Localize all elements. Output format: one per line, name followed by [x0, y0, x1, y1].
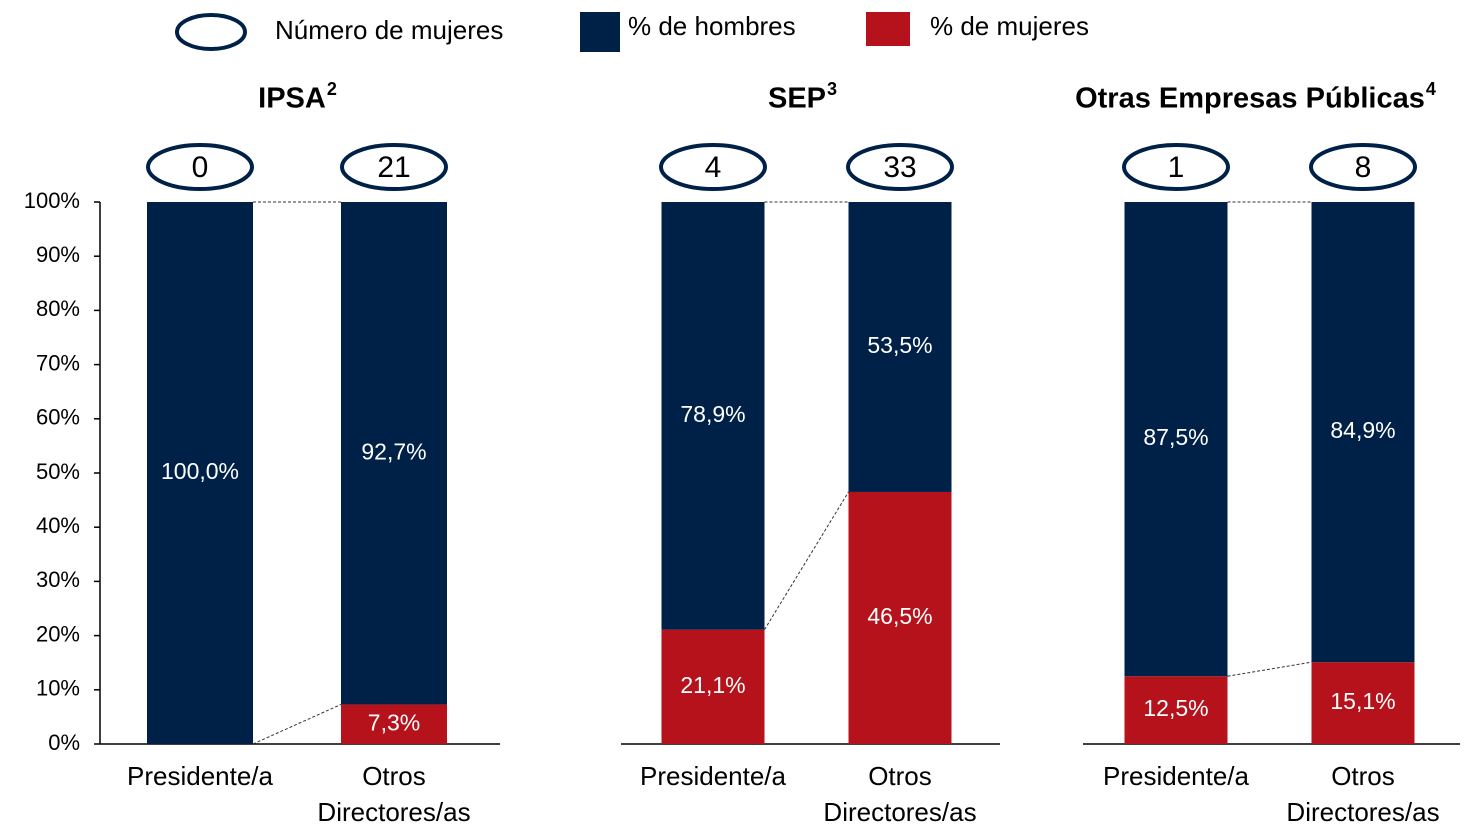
y-tick-label: 40%	[36, 513, 80, 538]
value-label: 84,9%	[1330, 417, 1395, 443]
count-bubble	[146, 143, 254, 191]
x-tick-label: Presidente/a	[1103, 761, 1249, 791]
chart-title: Otras Empresas Públicas	[1075, 83, 1425, 115]
legend-swatch	[580, 12, 620, 52]
value-label: 92,7%	[361, 438, 426, 464]
legend-count-swatch	[175, 13, 247, 51]
value-label: 87,5%	[1143, 424, 1208, 450]
y-tick-label: 70%	[36, 350, 80, 375]
count-label: 21	[377, 151, 410, 184]
count-bubble	[846, 143, 954, 191]
x-tick-label: Presidente/a	[640, 761, 786, 791]
legend-label: % de hombres	[628, 11, 796, 41]
bar-segment	[1311, 662, 1415, 744]
y-tick-label: 50%	[36, 459, 80, 484]
x-tick-label: Presidente/a	[127, 761, 273, 791]
bar-segment	[341, 704, 447, 744]
title-note: 2	[327, 79, 337, 99]
value-label: 100,0%	[161, 458, 239, 484]
connector	[252, 703, 342, 745]
y-tick-label: 20%	[36, 621, 80, 646]
value-label: 46,5%	[867, 603, 932, 629]
count-label: 0	[192, 151, 209, 184]
bar-segment	[1311, 202, 1415, 663]
y-tick-label: 30%	[36, 567, 80, 592]
y-tick-label: 60%	[36, 405, 80, 430]
y-tick-label: 100%	[24, 188, 80, 213]
bar-segment	[848, 491, 952, 744]
title-note: 4	[1426, 79, 1436, 99]
y-tick-label: 0%	[48, 730, 80, 755]
bar-segment	[661, 629, 765, 744]
count-bubble	[1309, 143, 1417, 191]
bar-segment	[1124, 676, 1228, 744]
legend-label: % de mujeres	[930, 11, 1089, 41]
value-label: 21,1%	[680, 672, 745, 698]
bar-segment	[147, 202, 253, 744]
count-bubble	[659, 143, 767, 191]
count-bubble	[1122, 143, 1230, 191]
x-tick-label: Otros Directores/as	[1286, 761, 1440, 827]
legend-swatch	[866, 12, 910, 46]
value-label: 78,9%	[680, 401, 745, 427]
title-note: 3	[827, 79, 837, 99]
x-tick-label: Otros Directores/as	[823, 761, 977, 827]
chart-title: SEP	[768, 83, 826, 115]
count-label: 8	[1355, 151, 1372, 184]
value-label: 15,1%	[1330, 688, 1395, 714]
legend-label: Número de mujeres	[275, 15, 503, 45]
bar-segment	[848, 202, 952, 492]
y-tick-label: 80%	[36, 296, 80, 321]
bar-segment	[661, 202, 765, 630]
count-label: 4	[705, 151, 722, 184]
bar-segment	[1124, 202, 1228, 677]
y-tick-label: 10%	[36, 676, 80, 701]
value-label: 53,5%	[867, 332, 932, 358]
count-label: 1	[1168, 151, 1185, 184]
count-bubble	[340, 143, 448, 191]
chart-title: IPSA	[258, 83, 326, 115]
x-tick-label: Otros Directores/as	[317, 761, 471, 827]
count-label: 33	[883, 151, 916, 184]
y-tick-label: 90%	[36, 242, 80, 267]
connector	[764, 491, 849, 630]
bar-segment	[341, 202, 447, 705]
connector	[1227, 661, 1312, 677]
value-label: 7,3%	[368, 709, 420, 735]
value-label: 12,5%	[1143, 695, 1208, 721]
